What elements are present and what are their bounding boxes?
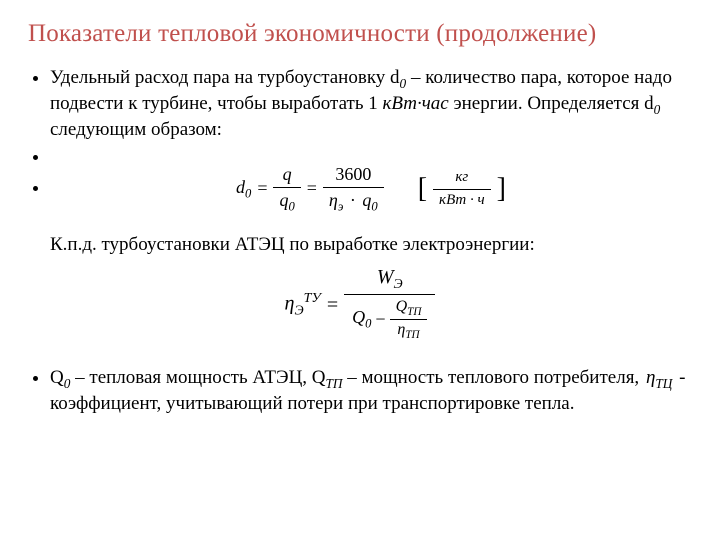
bracket-l: [: [418, 175, 427, 203]
eta-sym: η: [646, 367, 655, 388]
formula-eta-tu: ηЭТУ = WЭ Q0 − QТП ηТП: [28, 266, 692, 344]
bullet-list-2: Q0 – тепловая мощность АТЭЦ, QТП – мощно…: [50, 366, 692, 417]
big-frac: WЭ Q0 − QТП ηТП: [344, 266, 435, 344]
num-3600: 3600: [335, 164, 371, 184]
sym-d: d: [236, 177, 245, 197]
sub: ТП: [326, 376, 343, 391]
etam-sub: ТП: [405, 329, 419, 341]
subscript: 0: [654, 102, 661, 117]
sym-d-sub: 0: [245, 187, 251, 201]
frac-1: q q0: [273, 163, 300, 215]
unit-frac: кг кВт · ч: [433, 168, 491, 210]
text: Q: [50, 367, 64, 388]
frac-2: 3600 ηэ · q0: [323, 163, 384, 215]
inner-frac: QТП ηТП: [390, 298, 428, 341]
slide-title: Показатели тепловой экономичности (продо…: [28, 20, 692, 48]
unit-num: кг: [433, 168, 491, 189]
num-q: q: [283, 164, 292, 184]
bullet-1: Удельный расход пара на турбоустановку d…: [50, 66, 692, 143]
eta-sym-sub: ТЦ: [655, 376, 672, 391]
Qm: Q: [396, 298, 408, 315]
W-sub: Э: [394, 277, 403, 292]
paragraph-kpd: К.п.д. турбоустановки АТЭЦ по выработке …: [50, 233, 692, 258]
bracket-r: ]: [497, 175, 506, 203]
eta-sup: ТУ: [304, 291, 321, 306]
unit-den: кВт · ч: [433, 189, 491, 211]
eq2: =: [307, 177, 317, 200]
text: следующим образом:: [50, 119, 222, 140]
eq: =: [327, 294, 338, 317]
den-q0-sub: 0: [288, 200, 294, 214]
eta: η: [285, 292, 295, 314]
text: энергии. Определяется d: [449, 93, 654, 114]
eq: =: [257, 177, 267, 200]
Qm-sub: ТП: [407, 306, 421, 318]
bullet-list: Удельный расход пара на турбоустановку d…: [50, 66, 692, 215]
W: W: [377, 266, 394, 288]
den-eta: η: [329, 190, 338, 210]
eta-sub: Э: [294, 303, 303, 318]
formula-d0: d0 = q q0 = 3600 ηэ · q0: [50, 163, 692, 215]
bullet-empty-1: .: [50, 145, 692, 159]
den-q02-sub: 0: [371, 200, 377, 214]
Q0: Q: [352, 307, 365, 327]
dot: ·: [348, 190, 358, 210]
minus: −: [375, 309, 385, 330]
bullet-q0: Q0 – тепловая мощность АТЭЦ, QТП – мощно…: [50, 366, 692, 417]
bullet-empty-2: d0 = q q0 = 3600 ηэ · q0: [50, 163, 692, 215]
unit-italic: кВт·час: [383, 93, 449, 114]
Q0-sub: 0: [365, 317, 371, 331]
text: – тепловая мощность АТЭЦ, Q: [70, 367, 325, 388]
text: – мощность теплового потребителя,: [343, 367, 644, 388]
den-eta-sub: э: [338, 200, 344, 214]
slide: Показатели тепловой экономичности (продо…: [0, 0, 720, 540]
text: Удельный расход пара на турбоустановку d: [50, 67, 400, 88]
